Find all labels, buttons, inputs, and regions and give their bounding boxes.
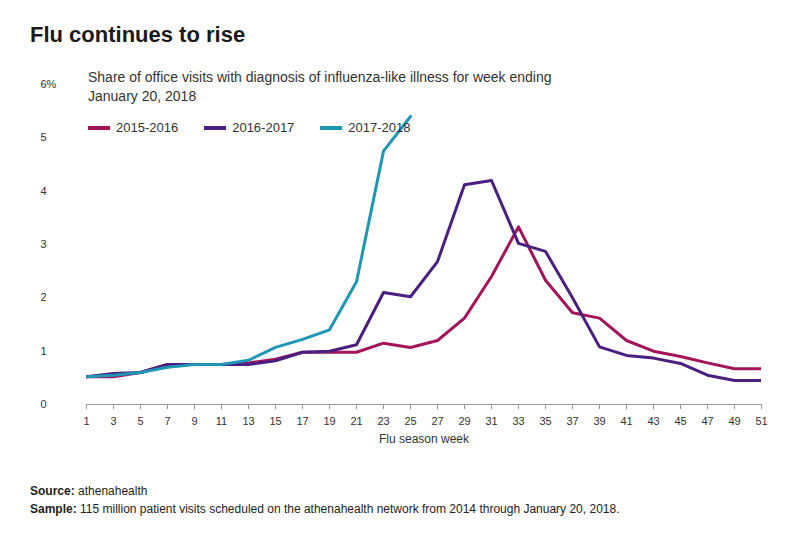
html-text:Share of office visits with di: Share of office visits with diagnosis of… [88,69,552,104]
svg-text:33: 33 [512,415,524,427]
html-text:Flu continues to rise: Flu continues to rise [30,22,246,47]
svg-text:0: 0 [41,398,47,410]
svg-text:3: 3 [41,238,47,250]
svg-text:1: 1 [83,415,89,427]
svg-text:13: 13 [242,415,254,427]
svg-text:5: 5 [41,131,47,143]
svg-text:2: 2 [41,291,47,303]
svg-text:25: 25 [404,415,416,427]
svg-text:41: 41 [620,415,632,427]
svg-text:23: 23 [377,415,389,427]
svg-text:1: 1 [41,345,47,357]
svg-text:6%: 6% [41,78,57,90]
svg-text:9: 9 [191,415,197,427]
html-text:2016-2017: 2016-2017 [232,120,295,135]
svg-text:49: 49 [728,415,740,427]
html-text:Sample: 115 million patient vi: Sample: 115 million patient visits sched… [30,502,620,516]
svg-text:27: 27 [431,415,443,427]
html-text:Source: athenahealth: Source: athenahealth [30,484,148,498]
svg-text:45: 45 [674,415,686,427]
svg-text:37: 37 [566,415,578,427]
svg-text:3: 3 [110,415,116,427]
svg-text:21: 21 [350,415,362,427]
svg-text:51: 51 [755,415,767,427]
html-text:2015-2016: 2015-2016 [116,120,179,135]
svg-text:4: 4 [41,185,47,197]
svg-text:47: 47 [701,415,713,427]
svg-text:11: 11 [216,415,227,427]
svg-text:31: 31 [485,415,497,427]
svg-text:15: 15 [269,415,281,427]
svg-text:39: 39 [593,415,605,427]
svg-text:5: 5 [137,415,143,427]
svg-text:43: 43 [647,415,659,427]
svg-text:17: 17 [296,415,308,427]
svg-text:Flu season week: Flu season week [379,432,470,446]
svg-text:29: 29 [458,415,470,427]
svg-text:7: 7 [164,415,170,427]
svg-text:19: 19 [323,415,335,427]
html-text:2017-2018: 2017-2018 [348,120,411,135]
svg-text:35: 35 [539,415,551,427]
